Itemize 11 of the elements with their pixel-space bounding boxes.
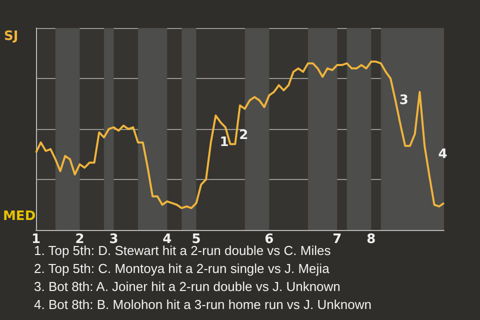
text: 4. Bot 8th: B. Molohon hit a 3-run home run vs J. Unknown (34, 297, 372, 312)
x-tick-label: 8 (366, 232, 376, 247)
x-tick-label: 7 (332, 232, 342, 247)
annotation: 3 (399, 92, 408, 108)
text: 2. Top 5th: C. Montoya hit a 2-run single vs J. Mejia (34, 261, 330, 276)
text: 3. Bot 8th: A. Joiner hit a 2-run double vs J. Unknown (34, 279, 340, 294)
annotation: 1 (220, 134, 229, 150)
annotation: 2 (239, 128, 248, 144)
annotation: 4 (438, 146, 448, 162)
text: SJ (4, 29, 18, 44)
text: MED (3, 209, 36, 224)
